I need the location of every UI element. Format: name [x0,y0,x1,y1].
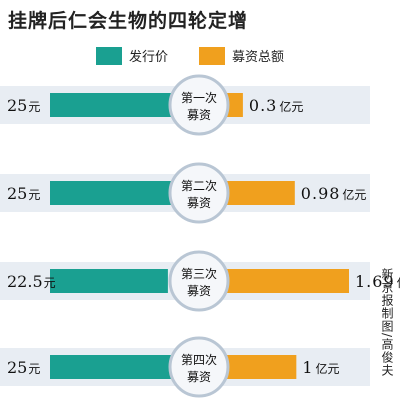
round-circle [168,74,230,136]
amount-value-unit: 亿元 [397,275,400,290]
price-value-unit: 元 [28,188,40,202]
legend-label-1: 发行价 [129,49,168,65]
amount-value-label: 1.69亿元 [355,272,400,291]
amount-value-unit: 亿元 [342,187,366,202]
price-bar [50,181,181,205]
image-credit: 新京报制图/高俊夫 [380,268,394,378]
amount-value-label: 1 亿元 [302,358,339,377]
amount-value-number: 0.98 [301,184,341,203]
price-value-label: 25元 [7,96,40,115]
round-label: 募资 [187,108,211,122]
round-circle [168,162,230,224]
legend-swatch-2 [199,47,225,65]
amount-value-label: 0.98 亿元 [301,184,367,203]
round-circle [168,250,230,312]
price-bar [50,355,181,379]
price-value-label: 25元 [7,358,40,377]
round-label: 募资 [187,370,211,384]
legend: 发行价 募资总额 [96,47,284,65]
price-value-number: 25 [7,96,27,115]
legend-swatch-1 [96,47,122,65]
amount-value-number: 1 [302,358,313,377]
price-value-number: 25 [7,184,27,203]
round-label: 募资 [187,196,211,210]
chart-title: 挂牌后仁会生物的四轮定增 [8,10,249,32]
price-value-unit: 元 [28,362,40,376]
amount-value-unit: 亿元 [279,99,303,114]
amount-value-label: 0.3 亿元 [249,96,303,115]
price-value-unit: 元 [44,276,56,290]
amount-bar [220,181,295,205]
round-label: 第一次 [181,91,217,105]
amount-value-number: 1.69 [355,272,395,291]
price-value-number: 25 [7,358,27,377]
legend-label-2: 募资总额 [232,50,284,65]
amount-value-unit: 亿元 [316,361,340,376]
price-value-label: 25元 [7,184,40,203]
price-value-unit: 元 [28,100,40,114]
price-value-number: 22.5 [7,272,43,291]
round-label: 第四次 [181,353,217,367]
price-value-label: 22.5元 [7,272,56,291]
price-bar [50,269,168,293]
round-label: 第三次 [181,267,217,281]
round-label: 第二次 [181,179,217,193]
round-label: 募资 [187,284,211,298]
price-bar [50,93,181,117]
amount-value-number: 0.3 [249,96,277,115]
round-circle [168,336,230,398]
amount-bar [220,269,349,293]
amount-bar [220,355,297,379]
